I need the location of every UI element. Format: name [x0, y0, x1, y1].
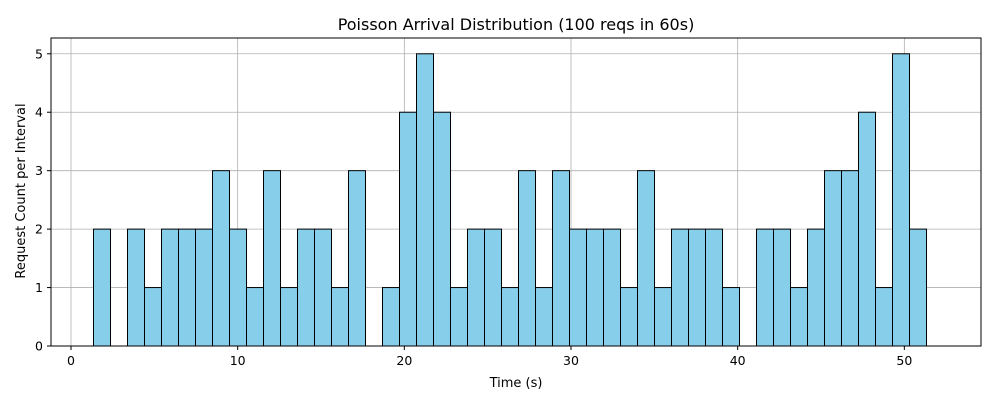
- histogram-bar: [552, 170, 571, 347]
- histogram-bar: [654, 287, 673, 347]
- y-tick-label: 3: [35, 163, 43, 178]
- histogram-bar: [909, 228, 928, 347]
- histogram-bar: [399, 111, 418, 347]
- y-tick-label: 5: [35, 46, 43, 61]
- histogram-bar: [671, 228, 690, 347]
- histogram-bar: [246, 287, 265, 347]
- histogram-bar: [603, 228, 622, 347]
- histogram-bar: [535, 287, 554, 347]
- histogram-bar: [501, 287, 520, 347]
- histogram-bar: [637, 170, 656, 347]
- histogram-bar: [433, 111, 452, 347]
- y-tick-label: 2: [35, 222, 43, 237]
- x-tick-label: 10: [230, 353, 246, 368]
- histogram-bar: [705, 228, 724, 347]
- plot-frame: [50, 37, 982, 347]
- histogram-bar: [892, 53, 911, 347]
- histogram-bar: [263, 170, 282, 347]
- histogram-bar: [348, 170, 367, 347]
- histogram-bar: [382, 287, 401, 347]
- histogram-bar: [569, 228, 588, 347]
- histogram-bar: [229, 228, 248, 347]
- x-tick-label: 50: [896, 353, 912, 368]
- histogram-bar: [144, 287, 163, 347]
- histogram-bar: [518, 170, 537, 347]
- histogram-bar: [875, 287, 894, 347]
- histogram-bar: [467, 228, 486, 347]
- histogram-bar: [93, 228, 112, 347]
- x-tick-label: 30: [563, 353, 579, 368]
- histogram-bar: [756, 228, 775, 347]
- histogram-bar: [195, 228, 214, 347]
- histogram-bar: [297, 228, 316, 347]
- histogram-bar: [773, 228, 792, 347]
- histogram-bar: [841, 170, 860, 347]
- histogram-bar: [858, 111, 877, 347]
- histogram-bar: [331, 287, 350, 347]
- y-tick-label: 4: [35, 105, 43, 120]
- histogram-bar: [450, 287, 469, 347]
- histogram-bar: [212, 170, 231, 347]
- chart-title: Poisson Arrival Distribution (100 reqs i…: [338, 15, 695, 34]
- axis-ticks: 0 10 20 30 40 50 0 1 2 3 4 5: [35, 46, 912, 368]
- histogram-bar: [586, 228, 605, 347]
- x-tick-label: 20: [396, 353, 412, 368]
- histogram-bar: [722, 287, 741, 347]
- histogram-bar: [127, 228, 146, 347]
- histogram-bar: [484, 228, 503, 347]
- histogram-bar: [161, 228, 180, 347]
- histogram-bar: [314, 228, 333, 347]
- y-axis-label: Request Count per Interval: [14, 103, 29, 278]
- histogram-bar: [824, 170, 843, 347]
- histogram-bar: [416, 53, 435, 347]
- x-axis-label: Time (s): [489, 376, 543, 391]
- y-tick-label: 0: [35, 339, 43, 354]
- histogram-bar: [807, 228, 826, 347]
- x-tick-label: 40: [730, 353, 746, 368]
- histogram-bar: [280, 287, 299, 347]
- histogram-bar: [178, 228, 197, 347]
- histogram-bar: [790, 287, 809, 347]
- histogram-bar: [620, 287, 639, 347]
- bars: [93, 53, 928, 347]
- x-tick-label: 0: [67, 353, 75, 368]
- histogram-bar: [688, 228, 707, 347]
- y-tick-label: 1: [35, 280, 43, 295]
